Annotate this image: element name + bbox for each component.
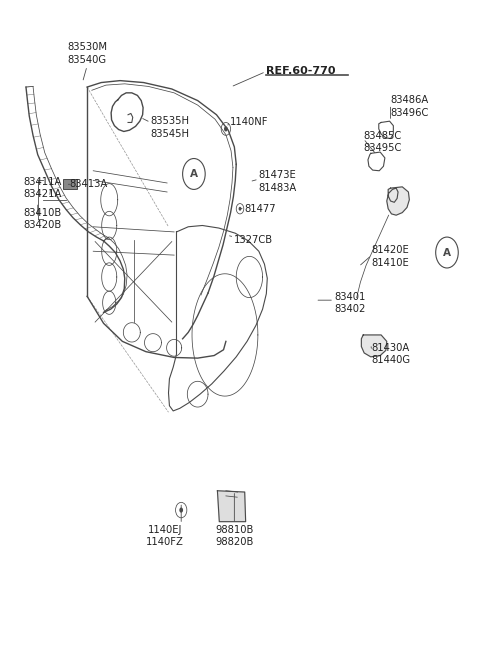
Text: 83535H
83545H: 83535H 83545H <box>151 116 190 139</box>
Circle shape <box>180 507 183 512</box>
Polygon shape <box>361 335 387 357</box>
Text: 83485C
83495C: 83485C 83495C <box>363 131 402 153</box>
Text: 83401
83402: 83401 83402 <box>334 292 365 314</box>
Text: 81420E
81410E: 81420E 81410E <box>372 245 409 267</box>
Text: 81473E
81483A: 81473E 81483A <box>259 171 297 193</box>
Text: 1140NF: 1140NF <box>229 118 268 127</box>
Circle shape <box>182 158 205 189</box>
Polygon shape <box>217 491 246 522</box>
Circle shape <box>224 126 228 131</box>
Text: A: A <box>190 169 198 179</box>
Text: 81477: 81477 <box>245 204 276 214</box>
Polygon shape <box>387 187 409 215</box>
Text: 83411A
83421A: 83411A 83421A <box>24 177 62 199</box>
Text: 1140EJ
1140FZ: 1140EJ 1140FZ <box>146 525 184 547</box>
Circle shape <box>239 207 241 211</box>
Text: 83530M
83540G: 83530M 83540G <box>67 42 107 64</box>
Text: 83486A
83496C: 83486A 83496C <box>391 95 429 118</box>
Text: 81430A
81440G: 81430A 81440G <box>372 343 411 365</box>
Text: A: A <box>443 248 451 258</box>
Text: 98810B
98820B: 98810B 98820B <box>215 525 253 547</box>
Text: 83413A: 83413A <box>70 179 108 189</box>
Text: 1327CB: 1327CB <box>234 235 274 244</box>
Bar <box>63 179 77 189</box>
Text: REF.60-770: REF.60-770 <box>266 66 336 76</box>
Text: 83410B
83420B: 83410B 83420B <box>24 208 62 230</box>
Circle shape <box>436 237 458 268</box>
